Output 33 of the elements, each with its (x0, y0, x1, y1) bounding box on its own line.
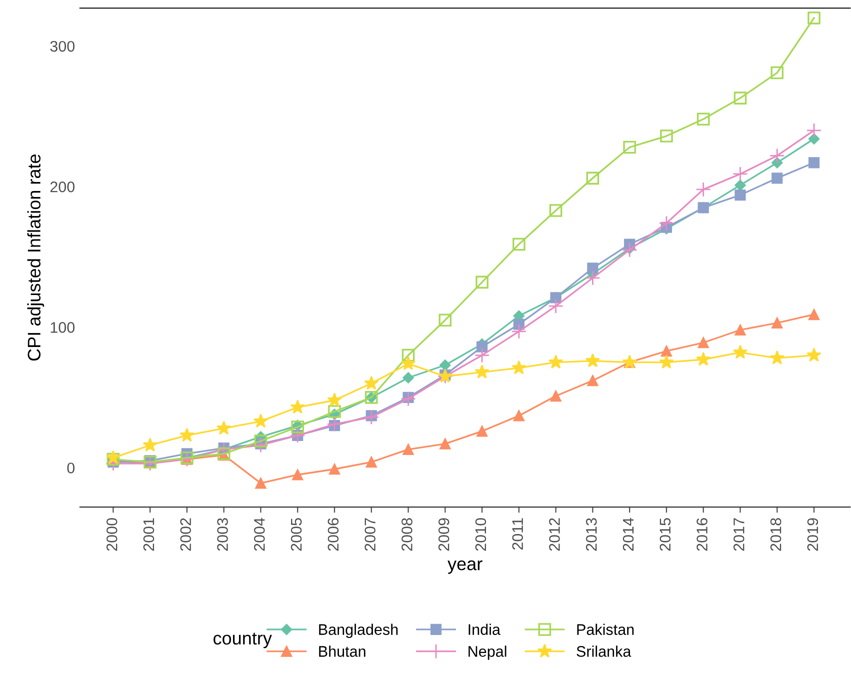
y-tick-label: 100 (50, 322, 75, 333)
legend-label: Srilanka (576, 646, 632, 657)
y-tick-label: 200 (50, 181, 75, 192)
x-tick-label: 2015 (660, 518, 671, 551)
x-tick-label: 2018 (770, 518, 782, 551)
y-tick-label: 300 (50, 40, 75, 52)
legend-label: Nepal (468, 646, 506, 660)
x-tick-label: 2014 (622, 518, 634, 551)
y-tick-label: 0 (67, 462, 75, 474)
x-tick-label: 2019 (807, 518, 818, 551)
x-tick-label: 2011 (512, 518, 524, 550)
x-tick-label: 2001 (143, 518, 154, 551)
x-tick-label: 2008 (402, 518, 412, 551)
legend-label: Bangladesh (319, 624, 398, 638)
x-tick-label: 2013 (586, 518, 597, 551)
legend-label: Bhutan (319, 646, 366, 657)
x-tick-label: 2012 (549, 518, 560, 551)
x-tick-label: 2004 (254, 518, 265, 551)
y-axis-title: CPI adjusted Inflation rate (27, 154, 44, 361)
legend-label: Pakistan (577, 624, 634, 635)
x-tick-label: 2006 (328, 518, 339, 551)
x-tick-label: 2005 (290, 518, 302, 551)
x-tick-label: 2010 (475, 518, 486, 551)
x-tick-label: 2009 (438, 518, 450, 551)
x-tick-label: 2017 (734, 518, 744, 551)
x-tick-label: 2016 (696, 518, 708, 551)
x-tick-label: 2003 (217, 518, 228, 551)
x-axis-title: year (448, 560, 482, 574)
x-tick-label: 2002 (180, 518, 192, 551)
legend-label: India (468, 624, 500, 635)
x-tick-label: 2000 (106, 518, 118, 551)
x-tick-label: 2007 (364, 518, 376, 551)
legend-title: country (214, 632, 272, 648)
